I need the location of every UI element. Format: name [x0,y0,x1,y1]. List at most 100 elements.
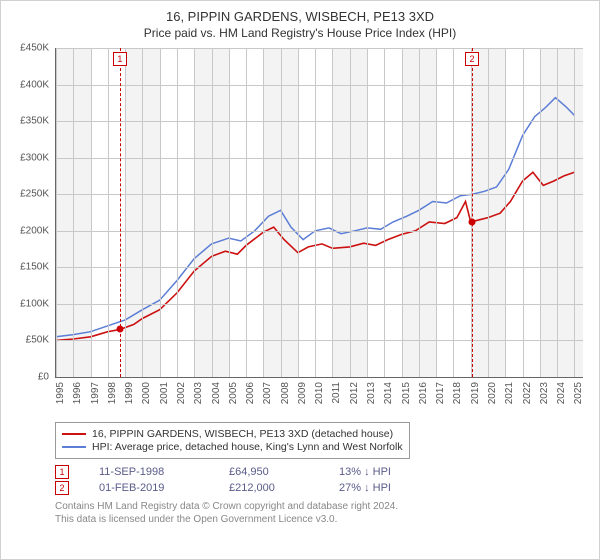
gridline-v [125,48,126,377]
gridline-h [56,377,583,378]
gridline-v [263,48,264,377]
tx-diff: 27% ↓ HPI [339,482,391,494]
legend-row: 16, PIPPIN GARDENS, WISBECH, PE13 3XD (d… [62,428,403,440]
gridline-h [56,194,583,195]
transactions-table: 1 11-SEP-1998 £64,950 13% ↓ HPI 2 01-FEB-2019… [55,465,587,495]
x-tick-label: 2025 [573,382,584,404]
footer-line: Contains HM Land Registry data © Crown c… [55,501,585,514]
marker-line [472,48,473,377]
x-tick-label: 2007 [262,382,273,404]
legend-swatch [62,433,86,435]
legend-label: 16, PIPPIN GARDENS, WISBECH, PE13 3XD (d… [92,428,393,440]
gridline-h [56,85,583,86]
gridline-v [574,48,575,377]
x-tick-label: 2024 [556,382,567,404]
legend-row: HPI: Average price, detached house, King… [62,441,403,453]
x-tick-label: 2005 [228,382,239,404]
gridline-v [142,48,143,377]
gridline-h [56,304,583,305]
x-tick-label: 1997 [90,382,101,404]
gridline-v [298,48,299,377]
gridline-v [246,48,247,377]
gridline-v [212,48,213,377]
gridline-v [523,48,524,377]
y-tick-label: £150K [20,262,49,273]
gridline-v [436,48,437,377]
x-tick-label: 2004 [211,382,222,404]
legend-label: HPI: Average price, detached house, King… [92,441,403,453]
plot-area: 12 [55,48,583,378]
y-tick-label: £400K [20,79,49,90]
marker-badge: 2 [465,52,479,66]
x-tick-label: 2012 [349,382,360,404]
x-tick-label: 1996 [72,382,83,404]
y-tick-label: £300K [20,152,49,163]
gridline-v [91,48,92,377]
gridline-v [315,48,316,377]
x-tick-label: 2015 [401,382,412,404]
gridline-v [281,48,282,377]
x-tick-label: 2021 [504,382,515,404]
x-tick-label: 2014 [383,382,394,404]
gridline-v [419,48,420,377]
tx-marker: 1 [55,465,69,479]
x-tick-label: 2009 [297,382,308,404]
tx-date: 11-SEP-1998 [99,466,199,478]
x-tick-label: 1998 [107,382,118,404]
y-tick-label: £50K [26,335,49,346]
x-tick-label: 1999 [124,382,135,404]
gridline-v [557,48,558,377]
gridline-v [332,48,333,377]
gridline-v [229,48,230,377]
y-tick-label: £350K [20,116,49,127]
gridline-v [177,48,178,377]
marker-dot [469,219,476,226]
marker-dot [116,326,123,333]
gridline-v [350,48,351,377]
tx-date: 01-FEB-2019 [99,482,199,494]
gridline-h [56,267,583,268]
x-tick-label: 2003 [193,382,204,404]
gridline-h [56,340,583,341]
x-tick-label: 2008 [280,382,291,404]
tx-diff: 13% ↓ HPI [339,466,391,478]
gridline-v [453,48,454,377]
tx-price: £64,950 [229,466,309,478]
series-svg [56,48,583,377]
transaction-row: 2 01-FEB-2019 £212,000 27% ↓ HPI [55,481,587,495]
chart-area: £0£50K£100K£150K£200K£250K£300K£350K£400… [13,48,587,418]
x-tick-label: 2023 [539,382,550,404]
gridline-v [73,48,74,377]
tx-price: £212,000 [229,482,309,494]
gridline-v [367,48,368,377]
gridline-v [505,48,506,377]
y-tick-label: £200K [20,225,49,236]
x-tick-label: 2020 [487,382,498,404]
tx-marker: 2 [55,481,69,495]
gridline-h [56,121,583,122]
gridline-h [56,48,583,49]
x-tick-label: 2011 [331,382,342,404]
x-tick-label: 2017 [435,382,446,404]
x-tick-label: 2016 [418,382,429,404]
gridline-v [160,48,161,377]
gridline-v [402,48,403,377]
page-subtitle: Price paid vs. HM Land Registry's House … [13,26,587,40]
gridline-v [540,48,541,377]
x-tick-label: 2002 [176,382,187,404]
gridline-h [56,231,583,232]
x-tick-label: 2019 [470,382,481,404]
x-tick-label: 2013 [366,382,377,404]
footer-line: This data is licensed under the Open Gov… [55,514,585,527]
legend-swatch [62,446,86,448]
x-tick-label: 2006 [245,382,256,404]
y-tick-label: £450K [20,43,49,54]
x-tick-label: 2000 [141,382,152,404]
gridline-v [108,48,109,377]
x-tick-label: 2022 [522,382,533,404]
y-tick-label: £250K [20,189,49,200]
transaction-row: 1 11-SEP-1998 £64,950 13% ↓ HPI [55,465,587,479]
marker-badge: 1 [113,52,127,66]
y-tick-label: £0 [38,372,49,383]
footer-attribution: Contains HM Land Registry data © Crown c… [55,501,585,526]
